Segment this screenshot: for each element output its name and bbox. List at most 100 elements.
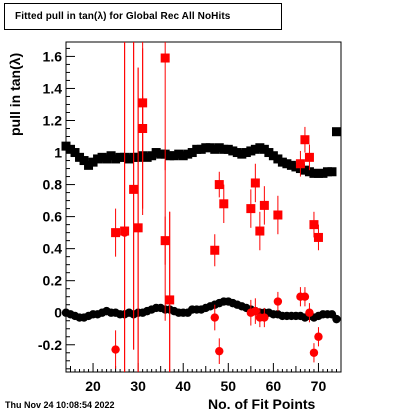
x-tick-label: 60 xyxy=(266,378,282,394)
square-marker xyxy=(187,148,197,158)
circle-marker xyxy=(251,306,260,316)
square-marker xyxy=(75,152,85,162)
x-tick-label: 50 xyxy=(221,378,237,394)
square-marker xyxy=(79,156,89,166)
x-tick-label: 20 xyxy=(85,378,101,394)
square-marker xyxy=(174,149,184,159)
square-marker xyxy=(61,141,71,151)
chart-title: Fitted pull in tan(λ) for Global Rec All… xyxy=(15,11,231,22)
square-marker xyxy=(228,146,238,156)
square-marker xyxy=(93,154,103,164)
square-marker xyxy=(196,144,206,154)
square-marker xyxy=(304,167,314,177)
x-tick-label: 40 xyxy=(175,378,191,394)
y-tick-label: 0 xyxy=(54,305,62,321)
circle-marker xyxy=(305,308,314,317)
square-marker xyxy=(286,160,296,170)
square-marker xyxy=(309,220,319,230)
square-marker xyxy=(169,151,179,161)
square-marker xyxy=(192,144,202,154)
timestamp-footer: Thu Nov 24 10:08:54 2022 xyxy=(5,400,115,410)
square-marker xyxy=(250,144,260,154)
square-marker xyxy=(277,157,287,167)
square-marker xyxy=(250,178,260,188)
square-marker xyxy=(160,53,170,63)
square-marker xyxy=(259,144,269,154)
circle-marker xyxy=(120,228,129,237)
square-marker xyxy=(313,232,323,242)
y-tick-label: 1 xyxy=(54,145,62,161)
x-axis-label: No. of Fit Points xyxy=(208,396,316,412)
square-marker xyxy=(246,204,256,214)
y-tick-label: 1.6 xyxy=(43,48,63,64)
circle-marker xyxy=(332,314,341,324)
square-marker xyxy=(264,148,274,158)
square-marker xyxy=(66,144,76,154)
square-marker xyxy=(219,144,229,154)
square-marker xyxy=(70,148,80,158)
square-marker xyxy=(156,149,166,159)
square-marker xyxy=(210,245,220,255)
y-tick-label: 1.4 xyxy=(43,80,63,96)
square-marker xyxy=(147,151,157,161)
y-tick-label: 1.2 xyxy=(43,112,63,128)
square-marker xyxy=(88,157,98,167)
circle-marker xyxy=(215,346,224,356)
square-marker xyxy=(295,159,305,169)
circle-marker xyxy=(165,295,174,305)
square-marker xyxy=(223,144,233,154)
square-marker xyxy=(309,168,319,178)
square-marker xyxy=(151,148,161,158)
y-tick-label: 0.2 xyxy=(43,273,63,289)
square-marker xyxy=(259,200,269,210)
square-marker xyxy=(300,165,310,175)
circle-marker xyxy=(129,185,138,194)
square-marker xyxy=(322,167,332,177)
y-tick-label: 0.4 xyxy=(43,241,63,257)
square-marker xyxy=(142,152,152,162)
square-marker xyxy=(115,152,125,162)
circle-marker xyxy=(260,313,269,322)
square-marker xyxy=(165,151,175,161)
square-marker xyxy=(178,151,188,161)
square-marker xyxy=(232,148,242,158)
square-marker xyxy=(214,180,224,190)
y-axis-label: pull in tan(λ) xyxy=(7,52,23,136)
circle-marker xyxy=(273,297,283,306)
circle-marker xyxy=(314,332,323,341)
square-marker xyxy=(300,135,310,145)
square-marker xyxy=(201,143,211,153)
square-marker xyxy=(205,143,215,153)
square-marker xyxy=(210,144,220,154)
square-marker xyxy=(273,154,283,164)
square-marker xyxy=(241,148,251,158)
square-marker xyxy=(97,152,107,162)
circle-marker xyxy=(133,223,143,233)
square-marker xyxy=(219,199,229,209)
circle-marker xyxy=(138,124,147,133)
y-tick-label: -0.2 xyxy=(38,337,62,353)
square-marker xyxy=(237,149,247,159)
chart-title-box: Fitted pull in tan(λ) for Global Rec All… xyxy=(4,3,282,30)
plot-frame xyxy=(65,41,342,373)
square-marker xyxy=(313,168,323,178)
square-marker xyxy=(124,154,134,164)
square-marker xyxy=(111,154,121,164)
square-marker xyxy=(318,168,328,178)
square-marker xyxy=(331,127,341,137)
square-marker xyxy=(106,151,116,161)
square-marker xyxy=(291,162,301,172)
circle-marker xyxy=(160,236,170,245)
square-marker xyxy=(273,210,283,220)
x-tick-label: 70 xyxy=(311,378,327,394)
square-marker xyxy=(268,151,278,161)
square-marker xyxy=(282,159,292,169)
circle-marker xyxy=(309,348,319,357)
square-marker xyxy=(111,228,121,238)
circle-marker xyxy=(210,313,219,322)
square-marker xyxy=(327,167,337,177)
circle-marker xyxy=(111,345,120,354)
square-marker xyxy=(183,149,193,159)
x-tick-label: 30 xyxy=(130,378,146,394)
